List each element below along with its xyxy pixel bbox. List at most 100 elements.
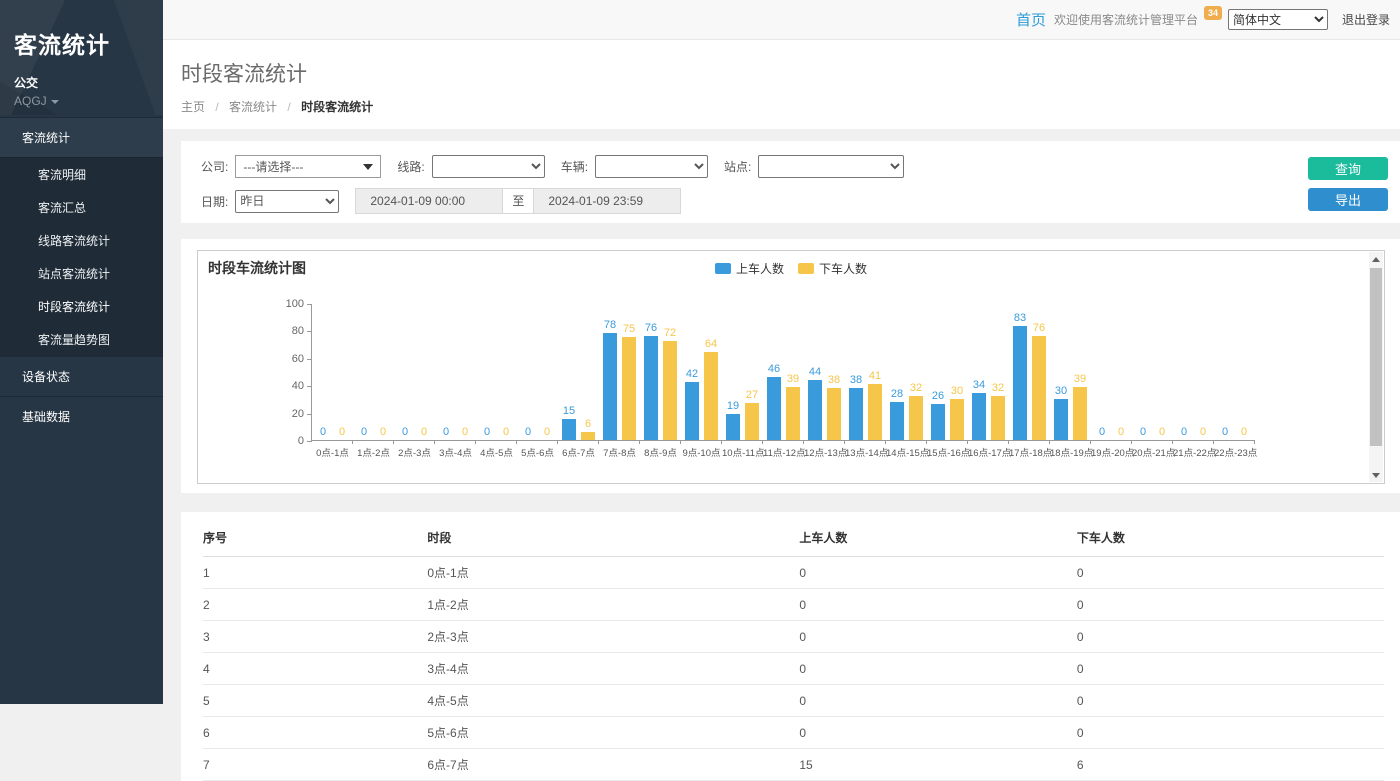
user-dropdown[interactable]: AQGJ	[14, 94, 163, 108]
table-cell: 0	[1077, 717, 1384, 749]
alighting-bar[interactable]	[1073, 387, 1087, 440]
legend-swatch-icon	[715, 263, 731, 274]
alighting-bar[interactable]	[663, 341, 677, 440]
x-axis-tick	[1213, 440, 1214, 444]
x-axis-tick	[721, 440, 722, 444]
boarding-bar[interactable]	[767, 377, 781, 440]
x-axis-category-label: 22点-23点	[1214, 445, 1255, 459]
date-to-input[interactable]: 2024-01-09 23:59	[533, 188, 681, 214]
bar-group: 0022点-23点	[1214, 303, 1255, 440]
logout-link[interactable]: 退出登录	[1342, 11, 1390, 28]
x-axis-category-label: 1点-2点	[353, 445, 394, 459]
table-cell: 15	[799, 749, 1077, 781]
alighting-bar[interactable]	[950, 399, 964, 440]
sidebar-section[interactable]: 基础数据	[0, 396, 163, 436]
line-select[interactable]	[432, 155, 545, 178]
date-range-separator: 至	[503, 188, 533, 214]
sidebar-subitem[interactable]: 时段客流统计	[0, 290, 163, 323]
table-cell: 6	[1077, 749, 1384, 781]
table-cell: 2点-3点	[427, 621, 799, 653]
bar-value-label: 30	[1046, 385, 1076, 397]
table-row: 54点-5点00	[203, 685, 1384, 717]
x-axis-tick	[598, 440, 599, 444]
boarding-bar[interactable]	[685, 382, 699, 440]
table-cell: 0	[799, 621, 1077, 653]
bar-group: 0019点-20点	[1091, 303, 1132, 440]
legend-label: 上车人数	[736, 260, 784, 277]
export-button[interactable]: 导出	[1308, 188, 1388, 211]
bar-value-label: 0	[1229, 426, 1259, 438]
main-content: 首页 欢迎使用客流统计管理平台 34 简体中文 退出登录 时段客流统计 主页 /…	[163, 0, 1400, 704]
language-select[interactable]: 简体中文	[1228, 9, 1328, 30]
scroll-down-icon[interactable]	[1369, 468, 1383, 482]
sidebar-subitem[interactable]: 客流汇总	[0, 191, 163, 224]
alighting-bar[interactable]	[786, 387, 800, 440]
col-header-boarding: 上车人数	[799, 518, 1077, 557]
bar-group: 263015点-16点	[927, 303, 968, 440]
alighting-bar[interactable]	[827, 388, 841, 440]
boarding-bar[interactable]	[644, 336, 658, 440]
boarding-bar[interactable]	[1054, 399, 1068, 440]
page-header: 时段客流统计 主页 / 客流统计 / 时段客流统计	[163, 40, 1400, 129]
boarding-bar[interactable]	[603, 333, 617, 440]
station-select[interactable]	[758, 155, 904, 178]
query-button[interactable]: 查询	[1308, 157, 1388, 180]
boarding-bar[interactable]	[931, 404, 945, 440]
x-axis-tick	[557, 440, 558, 444]
x-axis-tick	[680, 440, 681, 444]
legend-item[interactable]: 下车人数	[798, 260, 867, 277]
x-axis-category-label: 5点-6点	[517, 445, 558, 459]
bar-value-label: 19	[718, 400, 748, 412]
x-axis-tick	[762, 440, 763, 444]
table-cell: 0	[799, 717, 1077, 749]
notification-badge[interactable]: 34	[1204, 6, 1222, 20]
bar-group: 0020点-21点	[1132, 303, 1173, 440]
alighting-bar[interactable]	[1032, 336, 1046, 440]
x-axis-tick	[352, 440, 353, 444]
legend-item[interactable]: 上车人数	[715, 260, 784, 277]
sidebar-subitem[interactable]: 站点客流统计	[0, 257, 163, 290]
alighting-bar[interactable]	[745, 403, 759, 440]
alighting-bar[interactable]	[868, 384, 882, 440]
bar-group: 004点-5点	[476, 303, 517, 440]
x-axis-tick	[844, 440, 845, 444]
station-label: 站点:	[724, 158, 751, 175]
sidebar-section[interactable]: 设备状态	[0, 356, 163, 396]
breadcrumb-section[interactable]: 客流统计	[229, 100, 277, 114]
table-cell: 1点-2点	[427, 589, 799, 621]
nav-home-link[interactable]: 首页	[1016, 9, 1046, 30]
boarding-bar[interactable]	[849, 388, 863, 440]
table-row: 10点-1点00	[203, 557, 1384, 589]
date-from-input[interactable]: 2024-01-09 00:00	[355, 188, 503, 214]
company-select[interactable]: ---请选择---	[235, 155, 381, 178]
x-axis-tick	[1131, 440, 1132, 444]
table-cell: 0	[1077, 685, 1384, 717]
alighting-bar[interactable]	[704, 352, 718, 440]
date-preset-select[interactable]: 昨日	[235, 190, 339, 213]
sidebar-item-passenger-stats[interactable]: 客流统计	[0, 117, 163, 157]
y-axis-tick-label: 80	[292, 325, 304, 337]
bar-group: 463911点-12点	[763, 303, 804, 440]
sidebar-subitem[interactable]: 线路客流统计	[0, 224, 163, 257]
boarding-bar[interactable]	[726, 414, 740, 440]
bar-group: 303918点-19点	[1050, 303, 1091, 440]
boarding-bar[interactable]	[972, 393, 986, 440]
alighting-bar[interactable]	[909, 396, 923, 440]
vehicle-select[interactable]	[595, 155, 708, 178]
boarding-bar[interactable]	[890, 402, 904, 440]
bar-group: 384113点-14点	[845, 303, 886, 440]
breadcrumb-home[interactable]: 主页	[181, 100, 205, 114]
scroll-up-icon[interactable]	[1369, 252, 1383, 266]
time-slot-table: 序号 时段 上车人数 下车人数 10点-1点0021点-2点0032点-3点00…	[203, 518, 1384, 781]
sidebar-subitem[interactable]: 客流明细	[0, 158, 163, 191]
alighting-bar[interactable]	[581, 432, 595, 440]
sidebar-subitem[interactable]: 客流量趋势图	[0, 323, 163, 356]
boarding-bar[interactable]	[808, 380, 822, 440]
alighting-bar[interactable]	[991, 396, 1005, 440]
scrollbar-thumb[interactable]	[1370, 268, 1382, 446]
chart-scrollbar[interactable]	[1369, 252, 1383, 482]
boarding-bar[interactable]	[1013, 326, 1027, 440]
x-axis-category-label: 7点-8点	[599, 445, 640, 459]
alighting-bar[interactable]	[622, 337, 636, 440]
table-row: 76点-7点156	[203, 749, 1384, 781]
